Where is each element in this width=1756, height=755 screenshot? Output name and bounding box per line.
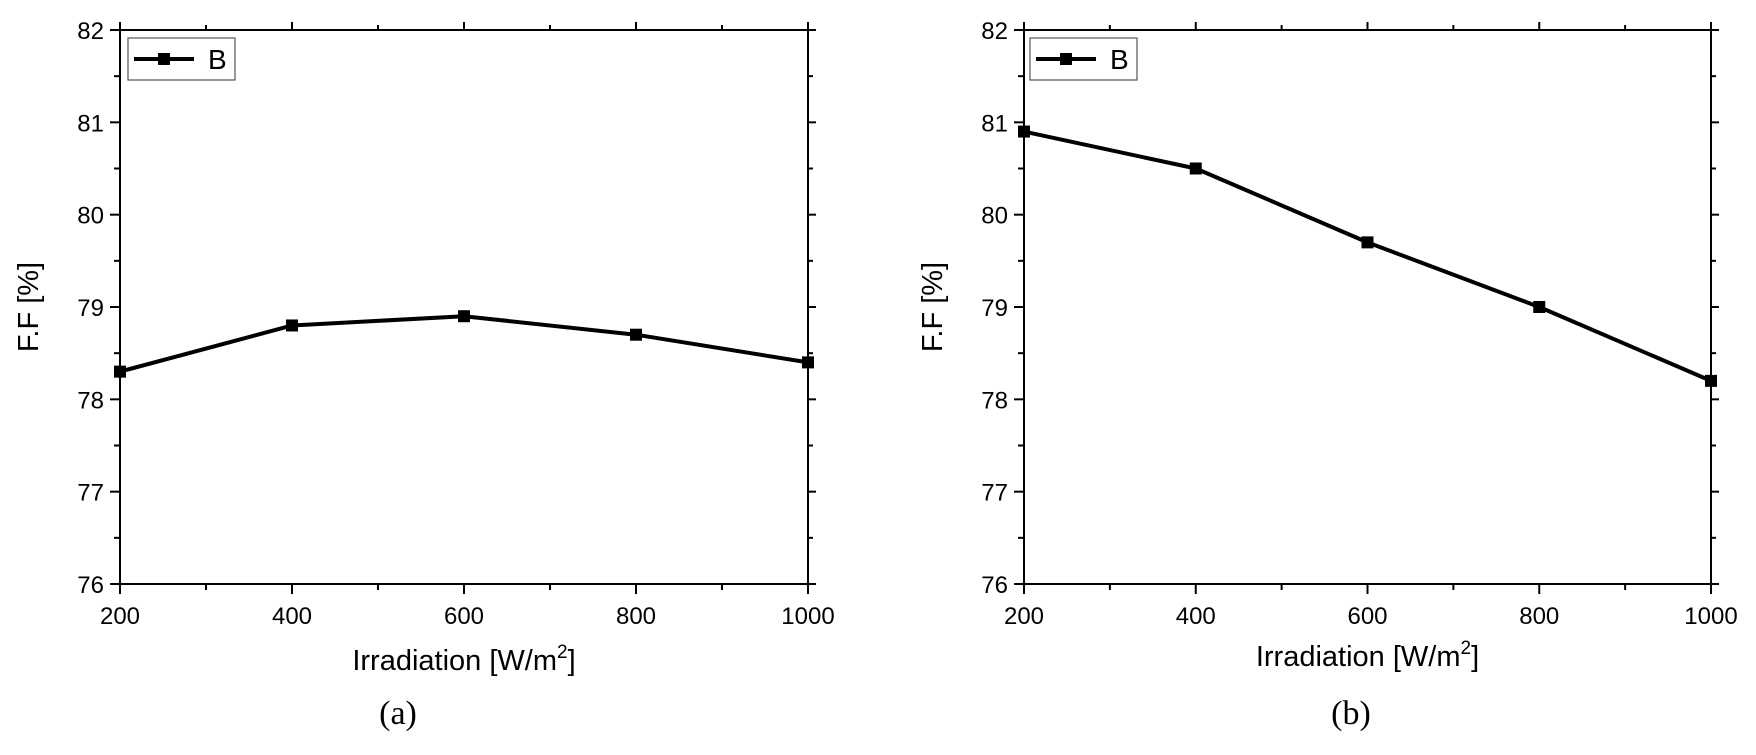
y-tick-label: 76 <box>981 572 1008 599</box>
x-axis-title: Irradiation [W/m2] <box>1256 638 1479 673</box>
x-tick-label: 1000 <box>781 603 834 630</box>
x-tick-label: 1000 <box>1684 603 1737 630</box>
legend: B <box>127 37 236 81</box>
x-tick-label: 600 <box>444 603 484 630</box>
x-tick-label: 600 <box>1347 603 1387 630</box>
y-tick-label: 78 <box>981 387 1008 414</box>
data-point <box>1018 125 1030 138</box>
data-point <box>114 365 126 378</box>
panel-caption: (b) <box>1331 695 1371 732</box>
data-point <box>1189 162 1202 175</box>
data-point <box>802 356 814 369</box>
x-tick-label: 800 <box>616 603 656 630</box>
y-tick-label: 81 <box>981 110 1008 137</box>
y-tick-label: 79 <box>77 295 104 322</box>
chart-panel-a: 200 400 600 800 1000 76 77 78 79 80 81 82 Irradiatio… <box>13 18 835 732</box>
series-line-B <box>119 314 809 374</box>
y-tick-label: 79 <box>981 295 1008 322</box>
y-tick-label: 81 <box>77 110 104 137</box>
legend-label: B <box>208 44 227 75</box>
x-axis-title: Irradiation [W/m2] <box>352 642 575 677</box>
data-point <box>1705 374 1717 387</box>
y-tick-label: 78 <box>77 387 104 414</box>
x-tick-label: 400 <box>272 603 312 630</box>
data-point <box>1361 236 1374 249</box>
y-tick-label: 82 <box>981 18 1008 45</box>
panel-caption: (a) <box>379 695 417 732</box>
x-tick-label: 200 <box>100 603 140 630</box>
legend-marker-swatch <box>158 53 170 65</box>
legend-marker-swatch <box>1060 53 1072 65</box>
y-tick-label: 77 <box>981 480 1008 507</box>
y-tick-label: 80 <box>981 203 1008 230</box>
chart-panel-b: 200 400 600 800 1000 76 77 78 79 80 81 82 Irradiatio… <box>917 18 1738 732</box>
x-tick-label: 800 <box>1519 603 1559 630</box>
x-tick-label: 200 <box>1004 603 1044 630</box>
x-tick-label: 400 <box>1176 603 1216 630</box>
y-tick-label: 76 <box>77 572 104 599</box>
plot-frame <box>1023 29 1712 585</box>
y-axis-title: F.F [%] <box>917 262 949 352</box>
series-line-B <box>1023 129 1712 383</box>
legend: B <box>1029 37 1138 81</box>
y-tick-label: 82 <box>77 18 104 45</box>
y-axis-title: F.F [%] <box>13 262 45 352</box>
plot-frame <box>119 29 809 585</box>
data-point <box>630 328 642 341</box>
y-tick-label: 77 <box>77 480 104 507</box>
data-point <box>286 319 298 332</box>
y-tick-label: 80 <box>77 203 104 230</box>
data-point <box>458 310 470 323</box>
legend-label: B <box>1110 44 1129 75</box>
data-point <box>1533 301 1546 313</box>
